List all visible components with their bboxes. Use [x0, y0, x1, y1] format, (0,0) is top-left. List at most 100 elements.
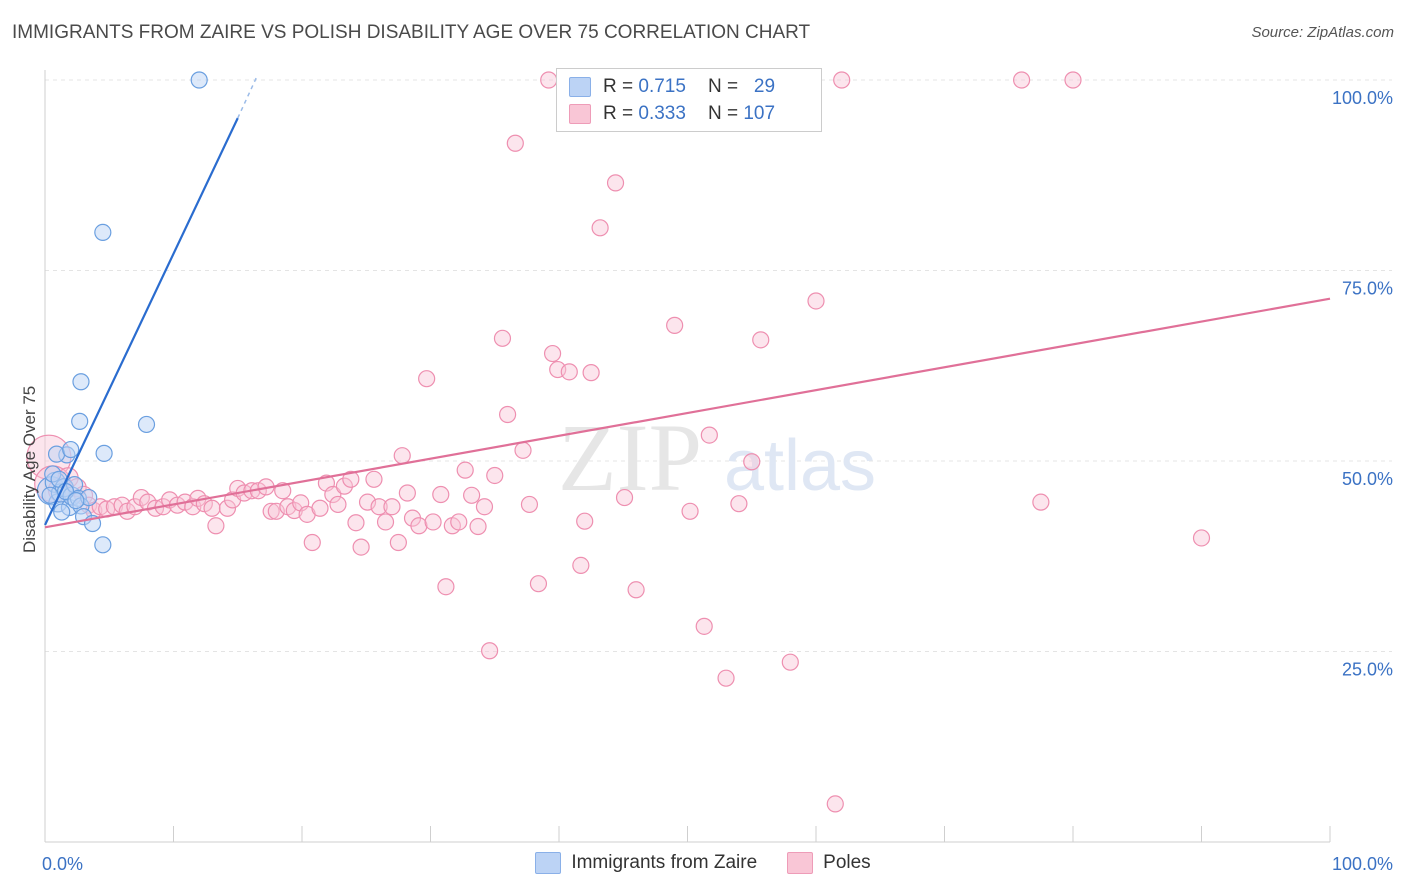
point-poles	[700, 426, 718, 444]
n-value-zaire: 29	[753, 76, 776, 97]
point-zaire	[190, 71, 208, 89]
point-poles	[560, 363, 578, 381]
y-tick-label-25: 25.0%	[1342, 660, 1393, 680]
point-zaire	[67, 492, 85, 510]
point-poles	[615, 488, 634, 507]
point-poles	[324, 485, 342, 504]
point-poles	[627, 581, 645, 599]
legend-item-poles[interactable]: Poles	[787, 852, 871, 874]
point-poles	[717, 669, 735, 687]
point-poles	[218, 499, 237, 517]
point-poles	[437, 578, 455, 596]
x-tick-label-100: 100.0%	[1332, 854, 1393, 874]
point-poles	[730, 495, 748, 513]
n-label: N =	[707, 103, 739, 124]
r-label: R =	[603, 103, 634, 124]
point-poles	[203, 499, 221, 517]
point-poles	[389, 533, 407, 552]
point-zaire	[94, 223, 112, 241]
point-poles	[781, 653, 799, 671]
point-poles	[1032, 493, 1050, 511]
stats-swatch-zaire	[569, 77, 591, 97]
source-credit: Source: ZipAtlas.com	[1251, 24, 1394, 41]
stats-row-zaire: R = 0.715 N = 29	[569, 74, 775, 100]
watermark-zip: ZIP	[558, 404, 702, 511]
point-poles	[303, 533, 321, 552]
point-poles	[743, 453, 761, 471]
point-zaire	[137, 415, 156, 434]
point-poles	[606, 174, 625, 192]
point-poles	[393, 447, 411, 465]
point-zaire	[72, 373, 90, 391]
point-poles	[450, 513, 468, 531]
r-label: R =	[603, 76, 634, 97]
point-poles	[481, 642, 499, 660]
point-poles	[311, 499, 329, 517]
axes	[44, 70, 1331, 843]
bottom-legend: Immigrants from Zaire Poles	[0, 852, 1406, 874]
legend-label-zaire: Immigrants from Zaire	[571, 852, 758, 873]
chart-title: IMMIGRANTS FROM ZAIRE VS POLISH DISABILI…	[12, 22, 811, 43]
stats-swatch-poles	[569, 104, 591, 124]
point-poles	[398, 484, 416, 502]
y-axis-label: Disability Age Over 75	[20, 385, 39, 553]
point-poles	[543, 344, 562, 363]
point-poles	[432, 485, 450, 504]
gridlines	[45, 79, 1392, 652]
watermark: ZIP atlas	[558, 404, 876, 511]
point-poles	[1012, 71, 1031, 89]
point-poles	[1192, 529, 1211, 547]
point-poles	[493, 329, 512, 347]
point-poles	[520, 495, 539, 514]
point-poles	[807, 292, 825, 310]
point-poles	[410, 517, 428, 535]
point-poles	[262, 502, 280, 520]
point-poles	[383, 498, 401, 516]
watermark-atlas: atlas	[724, 426, 876, 506]
point-poles	[826, 795, 844, 813]
point-poles	[591, 219, 609, 237]
point-zaire	[62, 440, 80, 459]
point-poles	[207, 517, 225, 535]
stats-row-poles: R = 0.333 N = 107	[569, 101, 775, 127]
point-poles	[463, 486, 481, 504]
point-zaire	[53, 503, 71, 521]
trend-line-zaire-extension	[237, 75, 258, 119]
point-zaire	[94, 536, 112, 554]
point-poles	[352, 538, 370, 556]
point-poles	[347, 514, 365, 532]
point-poles	[376, 513, 395, 531]
legend-item-zaire[interactable]: Immigrants from Zaire	[535, 852, 757, 874]
stats-legend: R = 0.715 N = 29 R = 0.333 N = 107	[556, 68, 822, 132]
point-poles	[456, 461, 474, 479]
point-poles	[695, 617, 713, 635]
legend-swatch-poles	[787, 852, 814, 874]
legend-swatch-zaire	[535, 852, 562, 874]
point-poles	[681, 502, 699, 520]
trend-line-poles	[44, 297, 1331, 529]
point-poles	[752, 331, 770, 349]
point-poles	[424, 513, 442, 531]
legend-label-poles: Poles	[823, 852, 871, 873]
y-tick-label-50: 50.0%	[1342, 469, 1393, 489]
point-poles	[370, 498, 388, 516]
point-poles	[666, 316, 684, 334]
point-poles	[582, 364, 600, 382]
r-value-poles: 0.333	[638, 103, 686, 124]
point-poles	[475, 498, 494, 516]
n-label: N =	[707, 76, 739, 97]
trend-lines	[44, 75, 1331, 529]
r-value-zaire: 0.715	[638, 76, 686, 97]
point-zaire	[71, 412, 89, 430]
point-poles	[365, 470, 383, 488]
point-poles	[499, 405, 517, 424]
point-poles	[1064, 71, 1082, 89]
point-poles	[576, 512, 594, 530]
point-poles	[540, 71, 558, 89]
point-poles	[514, 441, 532, 459]
point-poles	[572, 556, 590, 574]
y-tick-label-75: 75.0%	[1342, 279, 1393, 299]
tick-labels: 25.0% 50.0% 75.0% 100.0% 0.0% 100.0%	[42, 88, 1393, 874]
point-poles	[418, 370, 436, 388]
